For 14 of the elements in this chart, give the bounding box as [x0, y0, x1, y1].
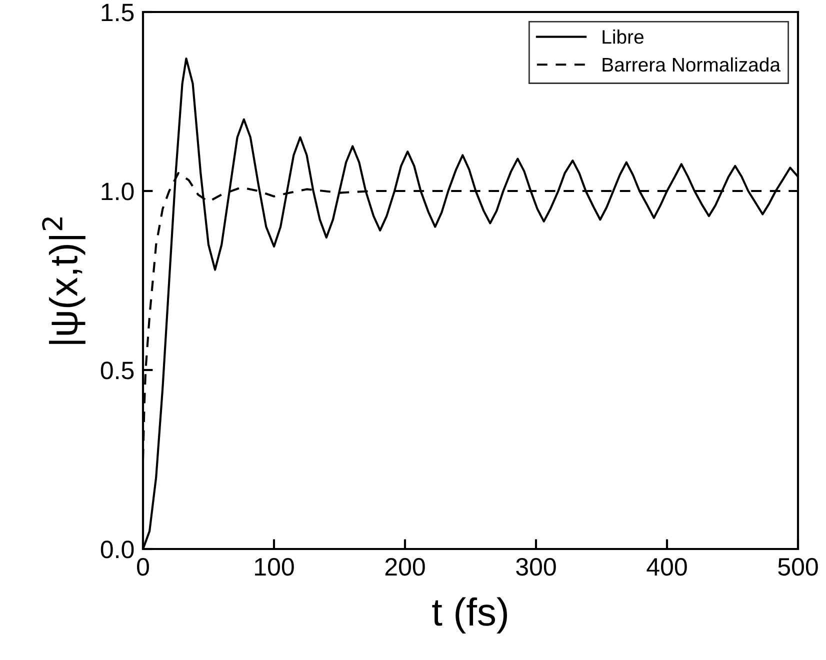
x-tick-label: 200 — [385, 558, 425, 576]
x-tick-label: 300 — [516, 558, 556, 576]
y-tick-label: 1.5 — [102, 4, 134, 22]
legend-label: Libre — [602, 30, 644, 44]
y-tick-label: 0.0 — [100, 540, 134, 558]
y-tick-label: 0.5 — [100, 362, 134, 380]
x-tick-label: 0 — [137, 558, 149, 576]
y-axis-title: |ψ(x,t)|$^{2}$ — [42, 218, 86, 344]
x-tick-label: 500 — [778, 558, 818, 576]
y-tick-label: 1.0 — [102, 182, 134, 200]
x-tick-label: 100 — [255, 558, 294, 576]
x-tick-label: 400 — [646, 558, 687, 576]
x-axis-title: t (fs) — [432, 597, 507, 634]
legend-label: Barrera Normalizada — [602, 57, 781, 72]
